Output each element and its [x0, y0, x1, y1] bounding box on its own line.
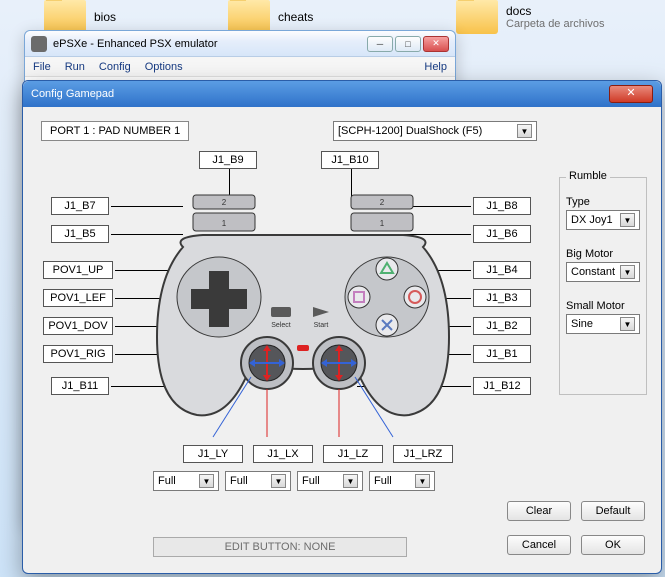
- menu-file[interactable]: File: [33, 61, 51, 73]
- chevron-down-icon: ▼: [343, 474, 358, 488]
- map-j1-lz[interactable]: J1_LZ: [323, 445, 383, 463]
- dialog-titlebar[interactable]: Config Gamepad ✕: [23, 81, 661, 107]
- map-j1-ly[interactable]: J1_LY: [183, 445, 243, 463]
- folder-icon: [44, 0, 86, 34]
- map-j1-lx[interactable]: J1_LX: [253, 445, 313, 463]
- cancel-button[interactable]: Cancel: [507, 535, 571, 555]
- menu-config[interactable]: Config: [99, 61, 131, 73]
- folder-cheats[interactable]: cheats: [228, 0, 313, 34]
- chevron-down-icon: ▼: [620, 265, 635, 279]
- svg-text:Start: Start: [314, 322, 329, 329]
- svg-text:2: 2: [380, 198, 385, 207]
- svg-text:Select: Select: [271, 322, 291, 329]
- map-j1-b7[interactable]: J1_B7: [51, 197, 109, 215]
- chevron-down-icon: ▼: [620, 213, 635, 227]
- edit-button-status: EDIT BUTTON: NONE: [153, 537, 407, 557]
- window-title: ePSXe - Enhanced PSX emulator: [53, 38, 361, 50]
- config-gamepad-dialog: Config Gamepad ✕ PORT 1 : PAD NUMBER 1 […: [22, 80, 662, 574]
- rumble-small-select[interactable]: Sine▼: [566, 314, 640, 334]
- dialog-close-button[interactable]: ✕: [609, 85, 653, 103]
- map-pov-lef[interactable]: POV1_LEF: [43, 289, 113, 307]
- analog-lx-mode[interactable]: Full▼: [225, 471, 291, 491]
- rumble-big-label: Big Motor: [566, 248, 640, 260]
- map-j1-b2[interactable]: J1_B2: [473, 317, 531, 335]
- chevron-down-icon: ▼: [199, 474, 214, 488]
- map-pov-up[interactable]: POV1_UP: [43, 261, 113, 279]
- minimize-button[interactable]: ─: [367, 36, 393, 52]
- folder-label: cheats: [278, 10, 313, 24]
- port-label: PORT 1 : PAD NUMBER 1: [41, 121, 189, 141]
- analog-lrz-mode[interactable]: Full▼: [369, 471, 435, 491]
- folder-bios[interactable]: bios: [44, 0, 116, 34]
- titlebar[interactable]: ePSXe - Enhanced PSX emulator ─ □ ✕: [25, 31, 455, 57]
- map-j1-b5[interactable]: J1_B5: [51, 225, 109, 243]
- map-j1-lrz[interactable]: J1_LRZ: [393, 445, 453, 463]
- dialog-title: Config Gamepad: [31, 88, 609, 100]
- rumble-type-label: Type: [566, 196, 640, 208]
- folder-label: bios: [94, 10, 116, 24]
- chevron-down-icon: ▼: [271, 474, 286, 488]
- map-j1-b10[interactable]: J1_B10: [321, 151, 379, 169]
- folder-docs[interactable]: docs Carpeta de archivos: [456, 0, 604, 34]
- rumble-panel: Rumble Type DX Joy1▼ Big Motor Constant▼…: [559, 177, 647, 395]
- ok-button[interactable]: OK: [581, 535, 645, 555]
- close-button[interactable]: ✕: [423, 36, 449, 52]
- map-j1-b6[interactable]: J1_B6: [473, 225, 531, 243]
- menubar: File Run Config Options Help: [25, 57, 455, 77]
- svg-text:2: 2: [222, 198, 227, 207]
- map-j1-b8[interactable]: J1_B8: [473, 197, 531, 215]
- chevron-down-icon: ▼: [517, 124, 532, 138]
- menu-run[interactable]: Run: [65, 61, 85, 73]
- map-j1-b9[interactable]: J1_B9: [199, 151, 257, 169]
- svg-text:1: 1: [380, 219, 385, 228]
- default-button[interactable]: Default: [581, 501, 645, 521]
- rumble-big-select[interactable]: Constant▼: [566, 262, 640, 282]
- folder-icon: [456, 0, 498, 34]
- folder-label: docs: [506, 4, 531, 18]
- map-pov-dov[interactable]: POV1_DOV: [43, 317, 113, 335]
- folder-sublabel: Carpeta de archivos: [506, 18, 604, 30]
- maximize-button[interactable]: □: [395, 36, 421, 52]
- folder-icon: [228, 0, 270, 34]
- analog-ly-mode[interactable]: Full▼: [153, 471, 219, 491]
- menu-options[interactable]: Options: [145, 61, 183, 73]
- map-j1-b12[interactable]: J1_B12: [473, 377, 531, 395]
- pad-type-select[interactable]: [SCPH-1200] DualShock (F5) ▼: [333, 121, 537, 141]
- rumble-type-select[interactable]: DX Joy1▼: [566, 210, 640, 230]
- menu-help[interactable]: Help: [424, 61, 447, 73]
- controller-diagram: 2 1 2 1: [153, 187, 453, 447]
- rumble-legend: Rumble: [566, 170, 610, 182]
- map-j1-b1[interactable]: J1_B1: [473, 345, 531, 363]
- app-icon: [31, 36, 47, 52]
- analog-lz-mode[interactable]: Full▼: [297, 471, 363, 491]
- rumble-small-label: Small Motor: [566, 300, 640, 312]
- map-j1-b3[interactable]: J1_B3: [473, 289, 531, 307]
- map-j1-b11[interactable]: J1_B11: [51, 377, 109, 395]
- chevron-down-icon: ▼: [620, 317, 635, 331]
- svg-text:1: 1: [222, 219, 227, 228]
- map-pov-rig[interactable]: POV1_RIG: [43, 345, 113, 363]
- pad-type-value: [SCPH-1200] DualShock (F5): [338, 125, 482, 137]
- clear-button[interactable]: Clear: [507, 501, 571, 521]
- map-j1-b4[interactable]: J1_B4: [473, 261, 531, 279]
- chevron-down-icon: ▼: [415, 474, 430, 488]
